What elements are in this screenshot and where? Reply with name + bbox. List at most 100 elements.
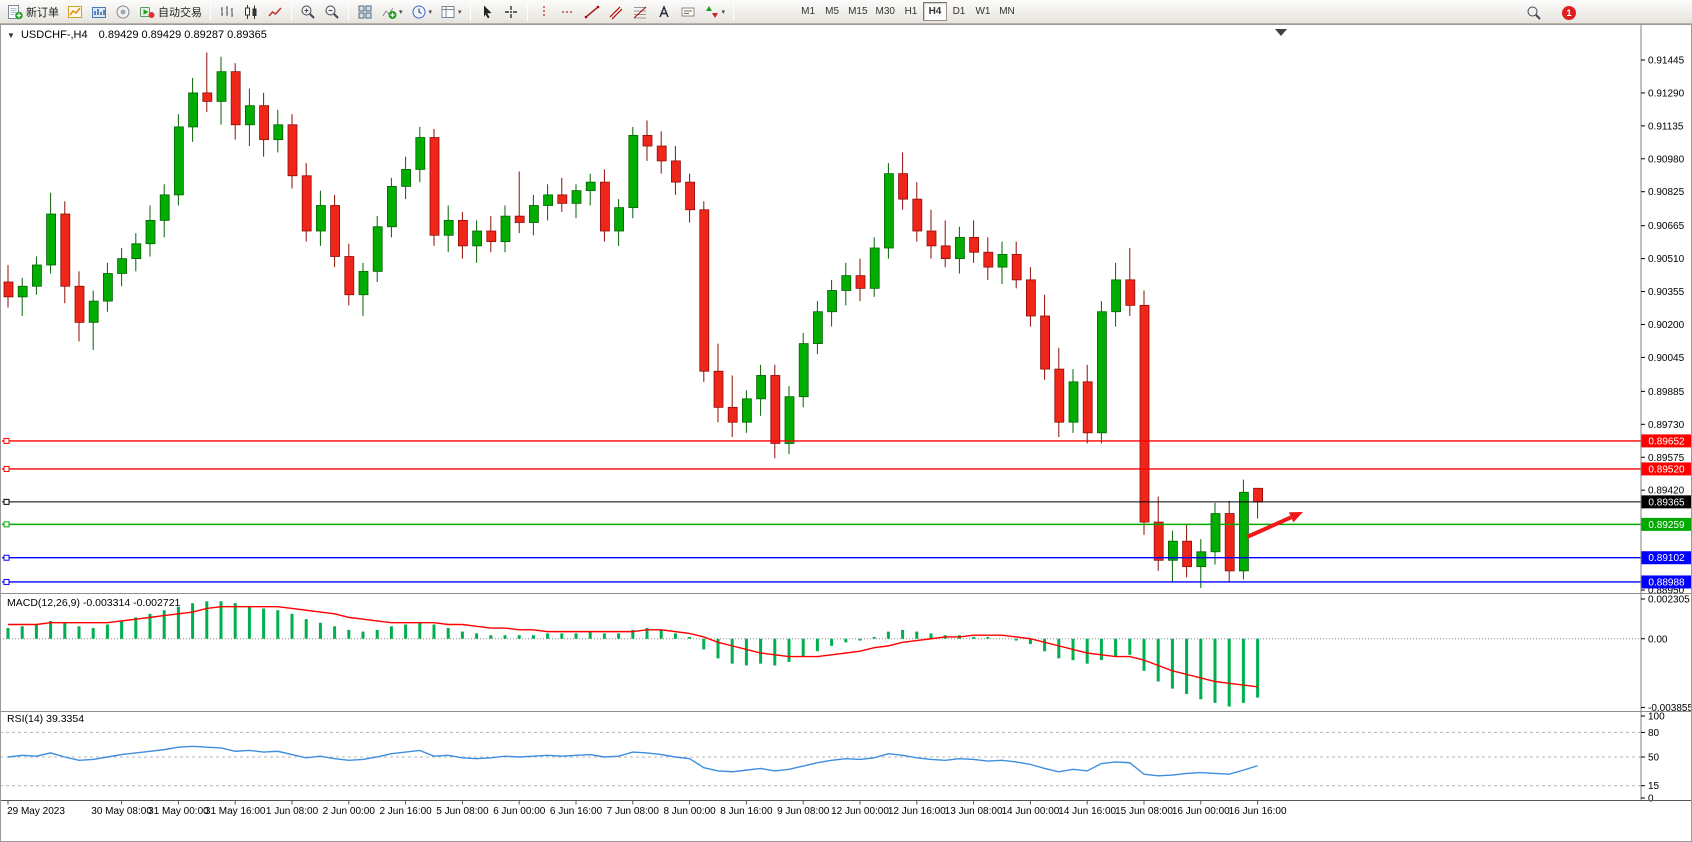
svg-text:12 Jun 16:00: 12 Jun 16:00 [888,806,946,817]
toolbar: 新订单 自动交易 ▾ ▾ ▾ ▾ M1 M5 M15 M30 H1 H4 D1 W1 MN 1 [0,0,1692,24]
text-a-icon [656,4,672,20]
timeframe-button-m15[interactable]: M15 [844,2,871,21]
ohlc-bars-icon [219,4,235,20]
line-chart-mode-button[interactable] [263,2,287,22]
search-button[interactable] [1522,3,1546,23]
hline-handle[interactable] [3,465,10,472]
charts-button[interactable] [63,2,87,22]
bar-graph-icon [91,4,107,20]
new-order-button[interactable]: 新订单 [3,2,63,22]
fibonacci-icon [632,4,648,20]
hlines-layer[interactable] [2,437,1641,585]
price-axis[interactable]: 0.91445 0.91290 0.91135 0.90980 0.90825 0.906… [1641,55,1692,597]
trendline-button[interactable] [580,2,604,22]
vertical-line-button[interactable] [532,2,556,22]
svg-text:14 Jun 00:00: 14 Jun 00:00 [1001,806,1059,817]
timeframe-button-d1[interactable]: D1 [947,2,971,21]
svg-text:-0.003855: -0.003855 [1648,703,1692,714]
chevron-down-icon: ▾ [399,8,403,16]
svg-text:0.89420: 0.89420 [1648,486,1685,497]
svg-text:0.91445: 0.91445 [1648,55,1685,66]
svg-text:7 Jun 08:00: 7 Jun 08:00 [607,806,660,817]
new-order-icon [7,4,23,20]
candlestick-mode-button[interactable] [239,2,263,22]
svg-text:8 Jun 00:00: 8 Jun 00:00 [663,806,716,817]
timeframe-buttons: M1 M5 M15 M30 H1 H4 D1 W1 MN [796,2,1019,21]
svg-text:0.90200: 0.90200 [1648,320,1685,331]
indicators-button[interactable]: ▾ [377,2,407,22]
crosshair-button[interactable] [499,2,523,22]
svg-text:31 May 16:00: 31 May 16:00 [205,806,266,817]
channel-button[interactable] [604,2,628,22]
zoom-out-icon [324,4,340,20]
fibonacci-button[interactable] [628,2,652,22]
tile-windows-button[interactable] [353,2,377,22]
price-tag-0.89520: 0.89520 [1648,464,1685,475]
text-button[interactable] [652,2,676,22]
search-icon [1526,5,1542,21]
timeframe-button-mn[interactable]: MN [995,2,1019,21]
timeframe-button-h1[interactable]: H1 [899,2,923,21]
hline-handle[interactable] [3,437,10,444]
svg-text:15: 15 [1648,781,1660,792]
autotrading-label: 自动交易 [158,6,202,19]
arrow-annotation[interactable] [1246,512,1303,539]
svg-text:0.88950: 0.88950 [1648,586,1685,597]
rsi-line [7,745,1258,777]
chart-shift-marker-icon[interactable] [1275,29,1287,36]
svg-text:16 Jun 00:00: 16 Jun 00:00 [1172,806,1230,817]
horizontal-line-button[interactable] [556,2,580,22]
svg-text:0.00: 0.00 [1648,634,1668,645]
timeframe-button-w1[interactable]: W1 [971,2,995,21]
notification-badge[interactable]: 1 [1562,6,1576,20]
periods-button[interactable]: ▾ [407,2,437,22]
svg-text:14 Jun 16:00: 14 Jun 16:00 [1058,806,1116,817]
cursor-icon [479,4,495,20]
zoom-in-button[interactable] [296,2,320,22]
chart-canvas[interactable]: 0.91445 0.91290 0.91135 0.90980 0.90825 0.906… [0,24,1692,842]
arrows-button[interactable]: ▾ [700,2,730,22]
svg-text:0: 0 [1648,794,1654,805]
price-tag-0.89102: 0.89102 [1648,553,1685,564]
cursor-button[interactable] [475,2,499,22]
svg-text:2 Jun 00:00: 2 Jun 00:00 [323,806,376,817]
svg-text:6 Jun 16:00: 6 Jun 16:00 [550,806,603,817]
svg-text:2 Jun 16:00: 2 Jun 16:00 [379,806,432,817]
bar-chart-mode-button[interactable] [215,2,239,22]
templates-button[interactable]: ▾ [436,2,466,22]
hline-handle[interactable] [3,498,10,505]
timeframe-button-m5[interactable]: M5 [820,2,844,21]
svg-text:0.90510: 0.90510 [1648,254,1685,265]
community-button[interactable] [111,2,135,22]
timeframe-button-h4[interactable]: H4 [922,2,947,21]
profiles-button[interactable] [87,2,111,22]
line-chart-icon [267,4,283,20]
zoom-out-button[interactable] [320,2,344,22]
svg-text:15 Jun 08:00: 15 Jun 08:00 [1115,806,1173,817]
svg-text:0.90045: 0.90045 [1648,353,1685,364]
toolbar-right: 1 [1522,3,1576,23]
chevron-down-icon: ▾ [428,8,433,16]
chart-window[interactable]: 0.91445 0.91290 0.91135 0.90980 0.90825 0.906… [0,24,1692,842]
candles-layer [3,52,1263,588]
hline-handle[interactable] [3,554,10,561]
toolbar-separator [210,2,211,21]
timeframe-button-m1[interactable]: M1 [796,2,820,21]
rsi-pane: 100 80 50 15 0 [0,712,1665,805]
price-tag-0.89652: 0.89652 [1648,436,1685,447]
autotrading-button[interactable]: 自动交易 [135,2,206,22]
hline-handle[interactable] [3,521,10,528]
svg-text:16 Jun 16:00: 16 Jun 16:00 [1229,806,1287,817]
toolbar-separator [348,2,349,21]
svg-text:0.91135: 0.91135 [1648,121,1684,132]
timeframe-button-m30[interactable]: M30 [872,2,899,21]
crosshair-icon [503,4,519,20]
svg-text:80: 80 [1648,728,1660,739]
autotrading-icon [139,4,155,20]
indicators-icon [381,4,397,20]
horizontal-line-icon [560,4,576,20]
hline-handle[interactable] [3,578,10,585]
text-label-button[interactable] [676,2,700,22]
svg-text:9 Jun 08:00: 9 Jun 08:00 [777,806,830,817]
